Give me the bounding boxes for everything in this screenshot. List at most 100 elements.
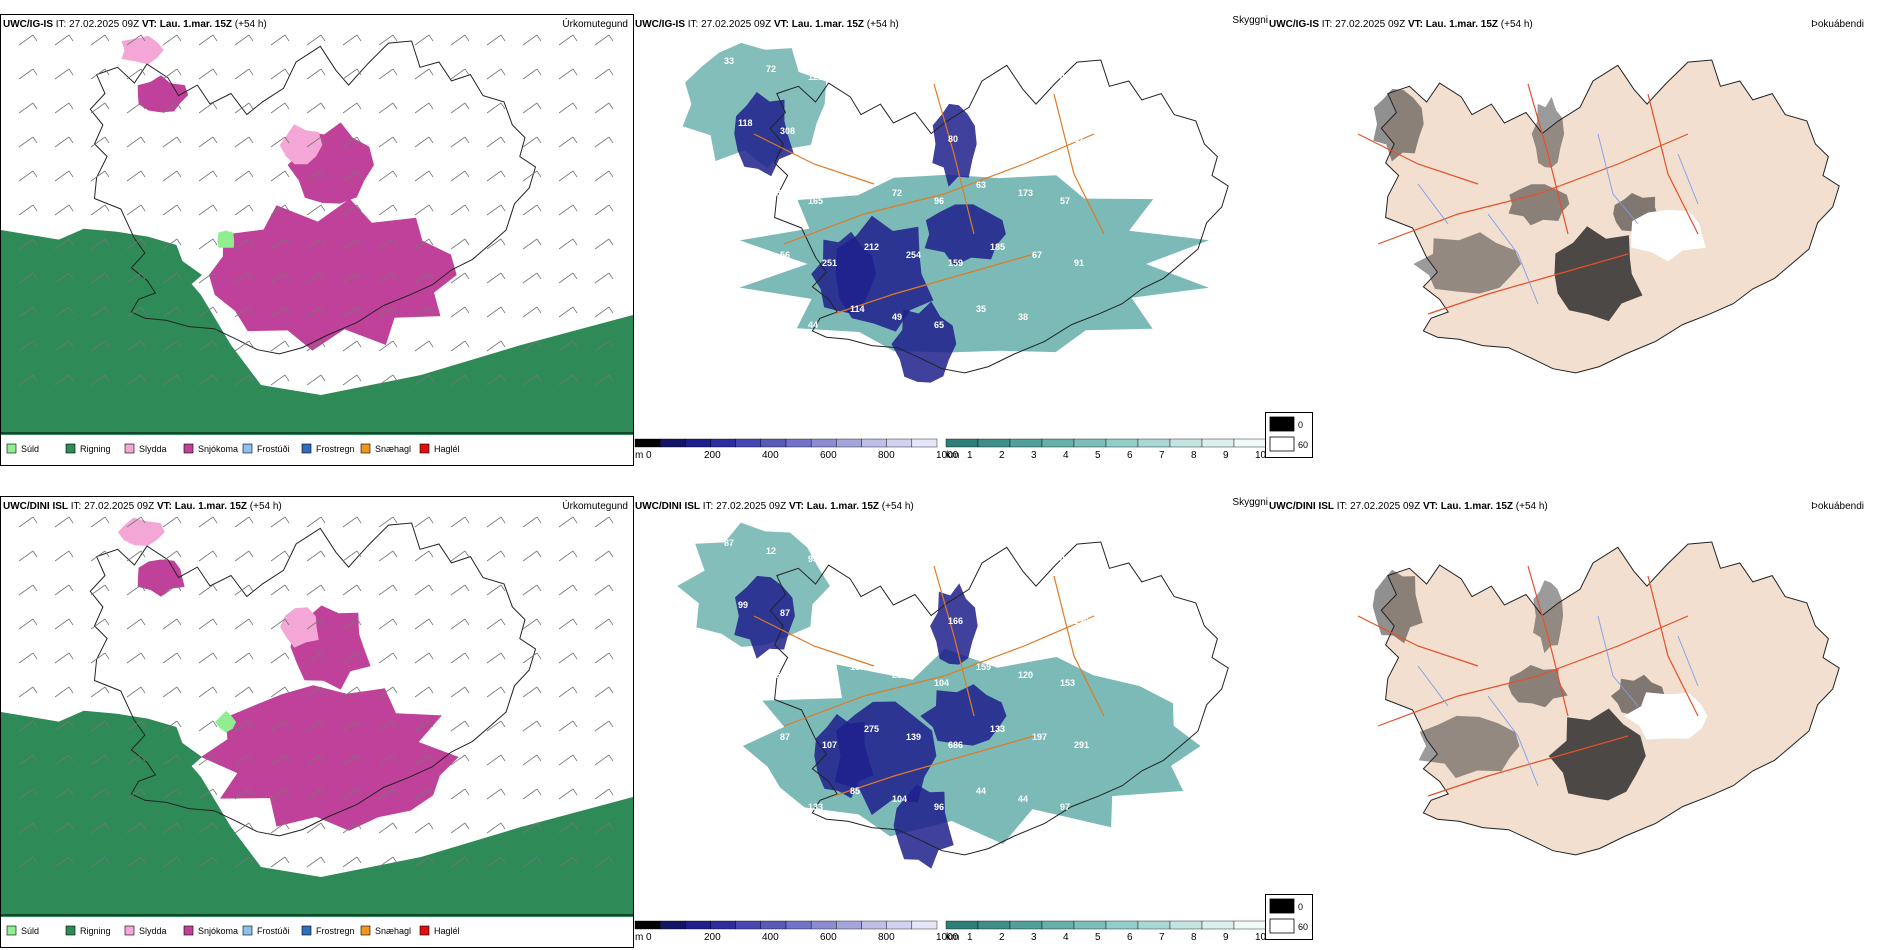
peak-label: 159 [948,258,963,268]
fog-shade [1413,232,1522,294]
fog-legend-svg: 0 60 [1269,898,1308,934]
legend-swatch [301,443,312,454]
peak-label: 308 [780,126,795,136]
visibility-tick: 10 [1255,932,1267,943]
peak-label: 272 [724,662,739,672]
peak-label: 72 [766,64,776,74]
sleet-area-north [117,517,165,546]
coastline [769,541,1229,856]
height-bin [861,920,887,930]
panel-header: UWC/IG-IS IT: 27.02.2025 09Z VT: Lau. 1.… [1269,19,1533,30]
it-value: 27.02.2025 09Z [69,19,140,30]
fog-index-panel: UWC/DINI ISL IT: 27.02.2025 09Z VT: Lau.… [1265,496,1900,948]
rain-area-east [488,824,633,888]
visibility-bin [1169,438,1203,448]
peak-label: 114 [850,304,865,314]
panel-header: UWC/IG-IS IT: 27.02.2025 09Z VT: Lau. 1.… [3,19,267,30]
visibility-tick: 8 [1191,450,1197,461]
vt-label: VT: [141,19,157,30]
legend-label: Rigning [80,926,111,936]
peak-label: 87 [780,732,790,742]
peak-label: 275 [864,724,879,734]
peak-labels: 87 12 93 95 267 118 98 390 432 99 87 23 229 850 166 885… [724,538,1089,866]
panel-title-cloud: Skyggni [1232,15,1268,26]
wind-barbs [18,516,614,868]
fog-shade [1372,569,1423,644]
no-fog-area [1630,209,1706,262]
peak-label: 153 [1060,678,1075,688]
height-bin [760,438,787,448]
peak-label: 104 [934,678,949,688]
legend-swatch [65,443,76,454]
panel-title-fog: Þokuábendi [1811,501,1864,512]
fog-swatch [1269,416,1295,432]
vt-value: Lau. 1.mar. 15Z [1440,501,1514,512]
cloud-base-area [734,575,795,659]
model-label: UWC/IG-IS [1269,19,1319,30]
it-value: 27.02.2025 09Z [1335,19,1406,30]
height-bin [810,920,837,930]
peak-label: 229 [822,134,837,144]
peak-label: 124 [808,678,823,688]
visibility-tick: 2 [999,932,1005,943]
peak-label: 282 [892,670,907,680]
visibility-tick: 10 [1255,450,1267,461]
peak-label: 12 [850,56,860,66]
coastline [89,40,537,355]
visibility-bin [1009,920,1043,930]
peak-label: 116 [766,670,781,680]
peak-label: 72 [892,188,902,198]
model-label: UWC/DINI ISL [1269,501,1334,512]
peak-label: 133 [990,724,1005,734]
height-bin [810,438,837,448]
peak-label: 86 [850,180,860,190]
peak-label: 850 [906,608,921,618]
lead-time: (+54 h) [1515,501,1548,512]
visibility-tick: 3 [1031,450,1037,461]
model-label: UWC/IG-IS [635,19,685,30]
lead-time: (+54 h) [866,19,899,30]
visibility-bin [1233,438,1267,448]
precip-map: Súld Rigning Slydda Snjókoma Frostúði Frostre… [1,516,633,936]
peak-label: 38 [1018,312,1028,322]
fog-shade [1508,665,1568,708]
vt-label: VT: [1407,19,1423,30]
visibility-tick: 1 [967,932,973,943]
vt-value: Lau. 1.mar. 15Z [806,501,880,512]
height-tick: 800 [878,932,895,943]
visibility-bin [1105,438,1139,448]
height-tick: 0 [646,932,652,943]
peak-label: 87 [724,538,734,548]
visibility-bin [1169,920,1203,930]
peak-label: 185 [990,242,1005,252]
peak-label: 34 [780,856,790,866]
panel-title-precip: Úrkomutegund [562,501,628,512]
no-fog-area [1624,692,1708,740]
visibility-bin [1073,438,1107,448]
sleet-area [280,607,319,648]
peak-label: 93 [808,554,818,564]
legend-label: Snæhagl [375,926,411,936]
height-bin [760,920,787,930]
precip-type-panel: UWC/IG-IS IT: 27.02.2025 09Z VT: Lau. 1.… [0,14,634,466]
height-tick: 400 [762,450,779,461]
visibility-bin [1137,920,1171,930]
legend-swatch [124,925,135,936]
precip-type-panel: UWC/DINI ISL IT: 27.02.2025 09Z VT: Lau.… [0,496,634,948]
fog-legend-label: 60 [1298,440,1308,450]
peak-label: 44 [808,320,818,330]
road-network [1357,565,1699,797]
legend-swatch [360,925,371,936]
visibility-bin [945,920,979,930]
peak-label: 118 [934,554,949,564]
peak-label: 139 [906,732,921,742]
height-bin [735,920,762,930]
visibility-tick: 4 [1063,932,1069,943]
legend-swatch [360,443,371,454]
fog-legend-label: 0 [1298,420,1303,430]
peak-label: 85 [850,786,860,796]
peak-label: 12 [766,546,776,556]
peak-label: 166 [948,616,963,626]
legend-label: Rigning [80,444,111,454]
coastline [769,59,1229,374]
